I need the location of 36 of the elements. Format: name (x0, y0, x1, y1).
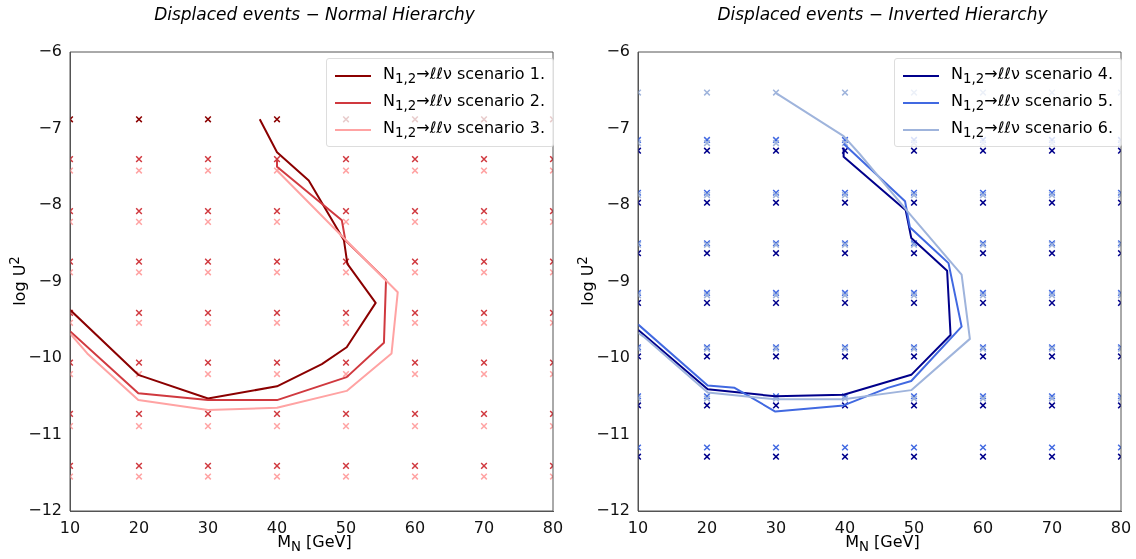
y-tick-label: −6 (606, 41, 630, 61)
x-tick-label: 10 (627, 517, 649, 537)
legend-label: N$_{1,2}$→ℓℓν scenario 3. (383, 118, 545, 141)
x-tick-label: 60 (972, 517, 994, 537)
x-axis-title: M$_{N}$ [GeV] (845, 532, 920, 555)
chart-title: Displaced events − Normal Hierarchy (153, 4, 476, 24)
x-tick-label: 70 (1041, 517, 1063, 537)
y-tick-label: −10 (596, 347, 630, 367)
y-tick-label: −11 (28, 423, 62, 443)
x-tick-label: 80 (542, 517, 564, 537)
x-tick-label: 10 (59, 517, 81, 537)
y-tick-label: −7 (38, 117, 62, 137)
y-tick-label: −11 (596, 423, 630, 443)
y-tick-label: −9 (606, 270, 630, 290)
x-tick-label: 60 (404, 517, 426, 537)
y-tick-label: −12 (596, 500, 630, 520)
x-tick-label: 30 (765, 517, 787, 537)
x-tick-label: 30 (197, 517, 219, 537)
legend-label: N$_{1,2}$→ℓℓν scenario 5. (951, 91, 1113, 114)
legend-label: N$_{1,2}$→ℓℓν scenario 4. (951, 64, 1113, 87)
y-tick-label: −8 (606, 194, 630, 214)
legend-label: N$_{1,2}$→ℓℓν scenario 6. (951, 118, 1113, 141)
x-tick-label: 70 (473, 517, 495, 537)
x-tick-label: 20 (696, 517, 718, 537)
y-tick-label: −9 (38, 270, 62, 290)
y-tick-label: −7 (606, 117, 630, 137)
legend-label: N$_{1,2}$→ℓℓν scenario 2. (383, 91, 545, 114)
x-tick-label: 20 (128, 517, 150, 537)
legend-label: N$_{1,2}$→ℓℓν scenario 1. (383, 64, 545, 87)
y-tick-label: −8 (38, 194, 62, 214)
y-tick-label: −12 (28, 500, 62, 520)
y-tick-label: −10 (28, 347, 62, 367)
y-tick-label: −6 (38, 41, 62, 61)
x-tick-label: 80 (1110, 517, 1132, 537)
x-axis-title: M$_{N}$ [GeV] (277, 532, 352, 555)
chart-title: Displaced events − Inverted Hierarchy (716, 4, 1049, 24)
